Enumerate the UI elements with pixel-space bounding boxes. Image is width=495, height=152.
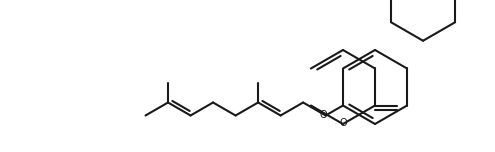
Text: O: O — [320, 111, 328, 121]
Text: O: O — [339, 118, 347, 128]
